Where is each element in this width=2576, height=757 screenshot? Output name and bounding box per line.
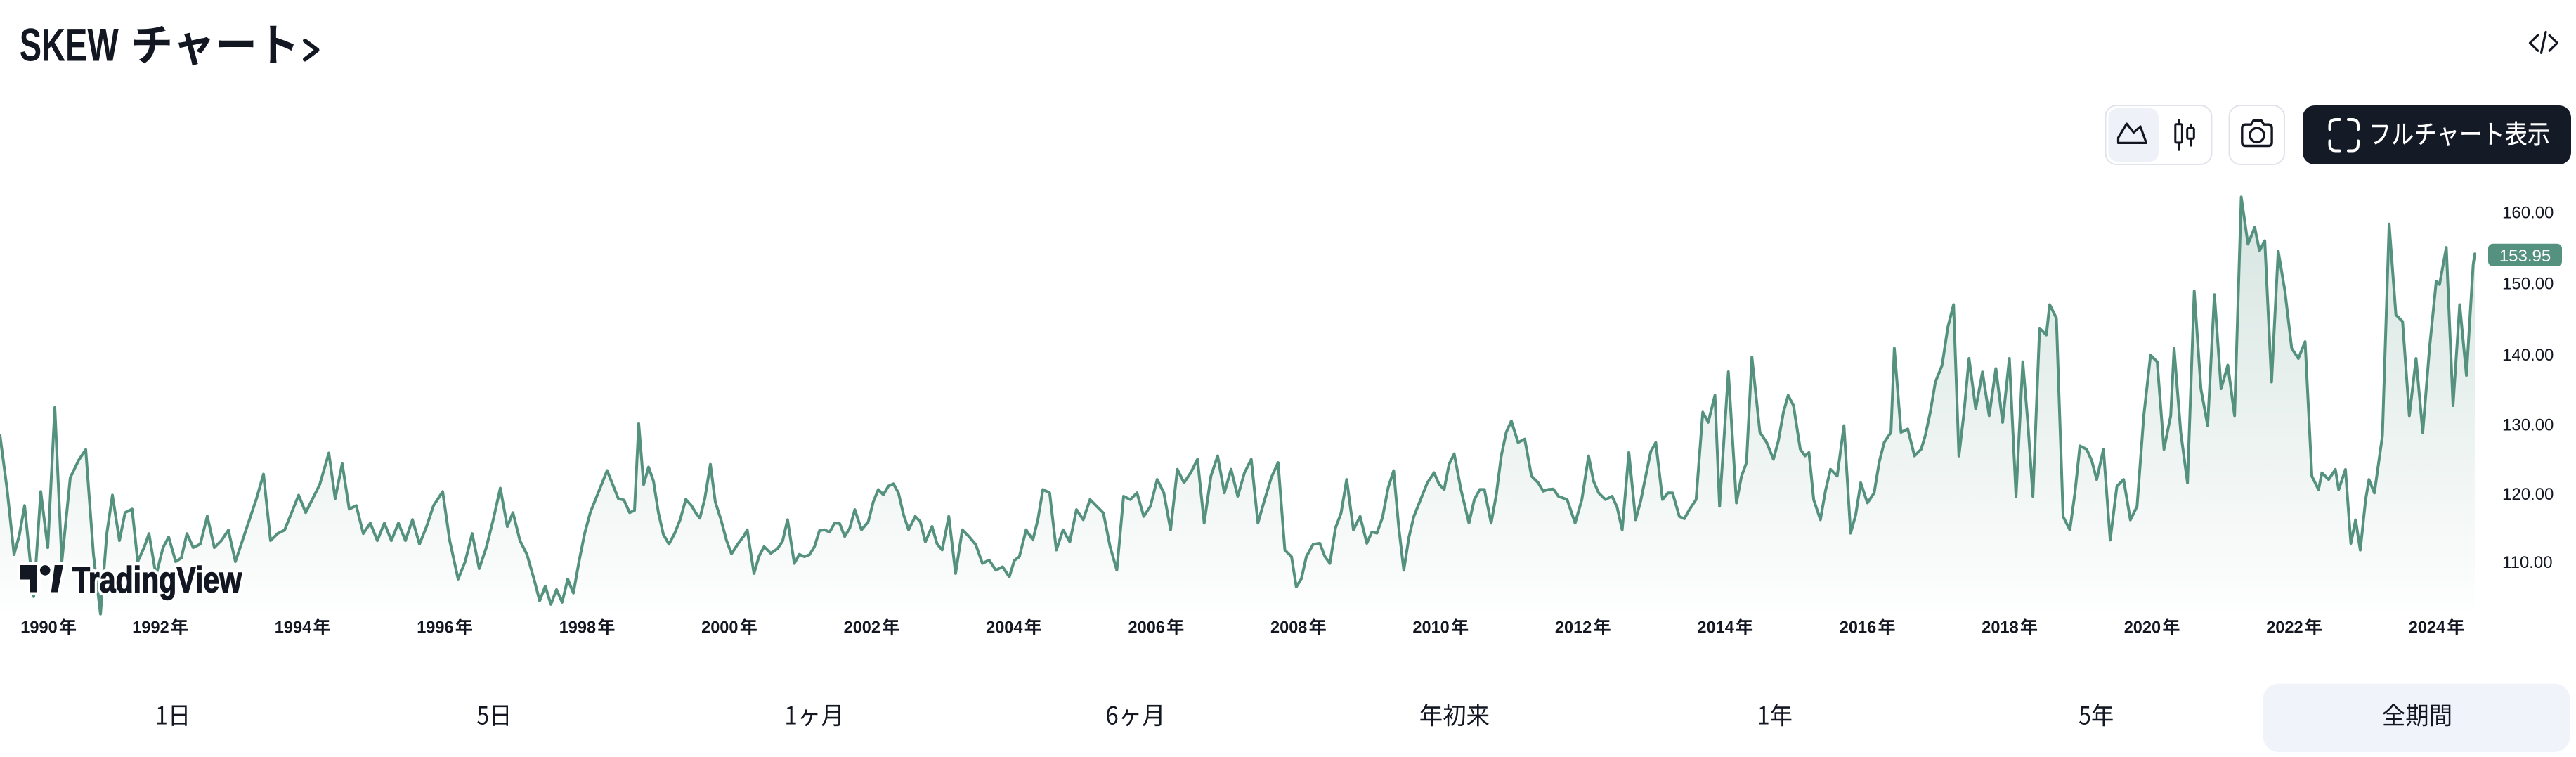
svg-text:130.00: 130.00 [2502,416,2554,435]
svg-text:1992: 1992 [132,619,169,638]
svg-text:2014: 2014 [1697,619,1734,638]
svg-text:SKEW: SKEW [20,19,119,71]
svg-text:TradingView: TradingView [72,560,242,601]
svg-text:2010: 2010 [1412,619,1449,638]
svg-text:2012: 2012 [1555,619,1592,638]
svg-text:2004: 2004 [986,619,1023,638]
svg-text:2018: 2018 [1982,619,2018,638]
svg-text:2008: 2008 [1270,619,1307,638]
svg-text:2000: 2000 [701,619,738,638]
svg-text:110.00: 110.00 [2502,553,2553,572]
svg-text:2024: 2024 [2409,619,2446,638]
svg-text:1996: 1996 [417,619,453,638]
svg-text:2016: 2016 [1840,619,1876,638]
svg-text:160.00: 160.00 [2502,204,2554,223]
svg-text:140.00: 140.00 [2502,346,2554,365]
svg-text:1998: 1998 [559,619,596,638]
svg-text:1994: 1994 [275,619,312,638]
svg-text:2002: 2002 [844,619,880,638]
svg-text:150.00: 150.00 [2502,275,2554,294]
svg-text:120.00: 120.00 [2502,485,2554,504]
svg-text:153.95: 153.95 [2499,247,2551,266]
svg-text:2022: 2022 [2266,619,2303,638]
svg-text:TradingView: TradingView [72,560,242,601]
svg-text:2020: 2020 [2124,619,2161,638]
svg-text:1990: 1990 [20,619,57,638]
svg-text:2006: 2006 [1128,619,1165,638]
